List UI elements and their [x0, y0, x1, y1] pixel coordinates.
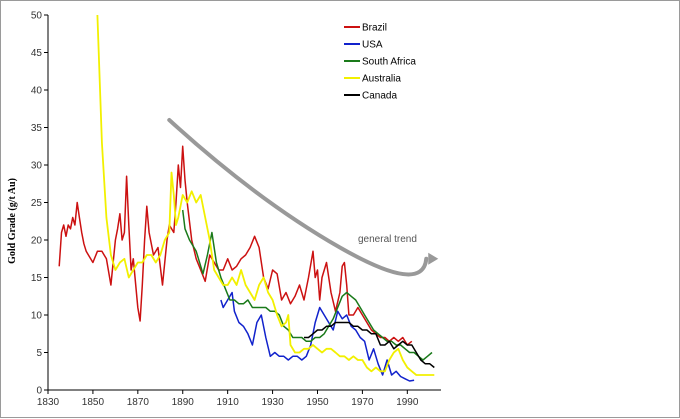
y-axis-label: Gold Grade (g/t Au) [7, 178, 18, 264]
series-line-australia [96, 15, 435, 376]
general-trend-annotation: general trend [167, 118, 439, 277]
x-tick-label: 1970 [351, 397, 374, 408]
y-tick-label: 10 [31, 311, 43, 322]
x-tick-label: 1850 [82, 397, 105, 408]
y-tick-label: 40 [31, 86, 43, 97]
x-tick-label: 1830 [37, 397, 60, 408]
series-lines [58, 15, 435, 382]
y-tick-label: 30 [31, 161, 43, 172]
trend-arrow-line [167, 118, 429, 277]
legend-label-canada: Canada [362, 91, 397, 102]
legend-label-usa: USA [362, 40, 383, 51]
legend: Brazil USA South Africa Australia Canada [344, 23, 416, 102]
x-tick-label: 1890 [172, 397, 195, 408]
series-line-usa [220, 291, 415, 382]
y-tick-label: 5 [36, 348, 42, 359]
y-tick-label: 35 [31, 123, 43, 134]
x-axis-ticks: 1830 1850 1870 1890 1910 1930 1950 1970 1990 [37, 390, 419, 408]
y-tick-label: 0 [36, 386, 42, 397]
y-tick-label: 20 [31, 236, 43, 247]
series-line-south-africa [181, 209, 433, 361]
legend-label-south-africa: South Africa [362, 57, 416, 68]
y-tick-label: 45 [31, 48, 43, 59]
y-tick-label: 15 [31, 273, 43, 284]
trend-label: general trend [358, 234, 417, 245]
legend-label-brazil: Brazil [362, 23, 387, 34]
x-tick-label: 1930 [261, 397, 284, 408]
x-tick-label: 1990 [396, 397, 419, 408]
y-axis-ticks: 0 5 10 15 20 25 30 35 40 45 50 [31, 11, 48, 397]
x-tick-label: 1870 [127, 397, 150, 408]
trend-arrow-head [428, 252, 439, 265]
series-line-brazil [58, 145, 413, 346]
series-line-canada [304, 321, 435, 369]
plot-area [48, 15, 441, 390]
x-tick-label: 1950 [306, 397, 329, 408]
y-tick-label: 25 [31, 198, 43, 209]
x-tick-label: 1910 [217, 397, 240, 408]
legend-label-australia: Australia [362, 74, 401, 85]
y-tick-label: 50 [31, 11, 43, 22]
